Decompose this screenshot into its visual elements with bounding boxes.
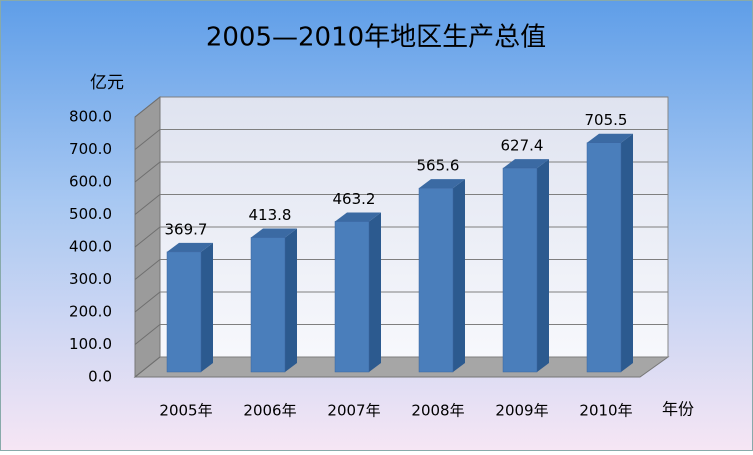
x-axis-label: 年份 — [662, 400, 694, 419]
bar — [166, 242, 213, 373]
bar-top — [419, 179, 465, 189]
grid-line-side — [134, 194, 161, 215]
bar-side — [369, 212, 381, 372]
bar — [586, 133, 633, 373]
grid-line-side — [134, 259, 161, 280]
bar — [502, 159, 549, 373]
data-label: 369.7 — [165, 220, 208, 238]
grid-line-side — [134, 226, 161, 248]
bar-side — [621, 133, 633, 372]
y-tick-label: 500.0 — [69, 205, 112, 223]
bar-front — [418, 187, 454, 373]
bar — [418, 179, 465, 373]
y-tick-label: 300.0 — [69, 270, 112, 288]
data-label: 565.6 — [417, 157, 460, 175]
data-label: 627.4 — [501, 137, 544, 155]
bar-side — [201, 242, 213, 372]
chart-title: 2005—2010年地区生产总值 — [206, 23, 546, 53]
bar-front — [586, 142, 622, 373]
y-axis-label: 亿元 — [90, 73, 124, 93]
data-label: 463.2 — [333, 190, 376, 208]
bar-side — [285, 228, 297, 372]
x-tick-label: 2010年 — [579, 402, 632, 420]
x-tick-label: 2006年 — [243, 402, 296, 420]
y-tick-label: 100.0 — [69, 335, 112, 353]
x-tick-label: 2007年 — [327, 402, 380, 420]
y-tick-label: 800.0 — [69, 108, 112, 126]
grid-line-side — [134, 161, 161, 183]
bar-top — [251, 228, 297, 238]
bar-top — [335, 212, 381, 222]
x-tick-label: 2008年 — [411, 402, 464, 420]
bar — [334, 212, 381, 373]
x-tick-label: 2009年 — [495, 402, 548, 420]
grid-line-side — [134, 324, 161, 345]
y-tick-label: 700.0 — [69, 140, 112, 158]
data-label: 413.8 — [249, 206, 292, 224]
data-label: 705.5 — [585, 111, 628, 129]
y-tick-label: 400.0 — [69, 238, 112, 256]
bar-front — [334, 221, 370, 373]
bar-side — [537, 159, 549, 372]
x-tick-label: 2005年 — [159, 402, 212, 420]
bar — [250, 228, 297, 373]
bar-front — [250, 237, 286, 373]
y-tick-label: 0.0 — [88, 368, 112, 386]
bar-top — [503, 159, 549, 169]
y-tick-label: 600.0 — [69, 173, 112, 191]
bar-front — [502, 167, 538, 373]
bar-top — [587, 133, 633, 143]
grid-line-side — [134, 291, 161, 313]
y-tick-label: 200.0 — [69, 303, 112, 321]
bar-side — [453, 179, 465, 372]
grid-line-side — [134, 129, 161, 150]
bar-top — [167, 242, 213, 252]
bar-front — [166, 251, 202, 373]
grid-line-side — [134, 356, 161, 378]
grid-line-side — [134, 96, 161, 118]
